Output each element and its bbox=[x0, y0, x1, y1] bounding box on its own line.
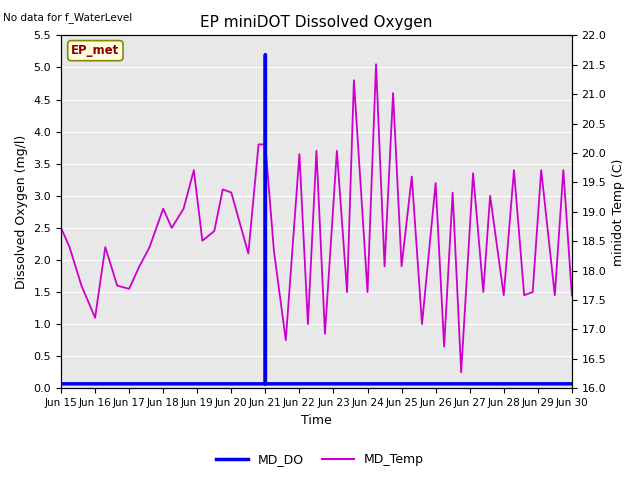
Text: No data for f_WaterLevel: No data for f_WaterLevel bbox=[3, 12, 132, 23]
Text: EP_met: EP_met bbox=[71, 44, 120, 57]
Y-axis label: Dissolved Oxygen (mg/l): Dissolved Oxygen (mg/l) bbox=[15, 135, 28, 289]
Y-axis label: minidot Temp (C): minidot Temp (C) bbox=[612, 158, 625, 265]
Title: EP miniDOT Dissolved Oxygen: EP miniDOT Dissolved Oxygen bbox=[200, 15, 433, 30]
X-axis label: Time: Time bbox=[301, 414, 332, 427]
Legend: MD_DO, MD_Temp: MD_DO, MD_Temp bbox=[211, 448, 429, 471]
